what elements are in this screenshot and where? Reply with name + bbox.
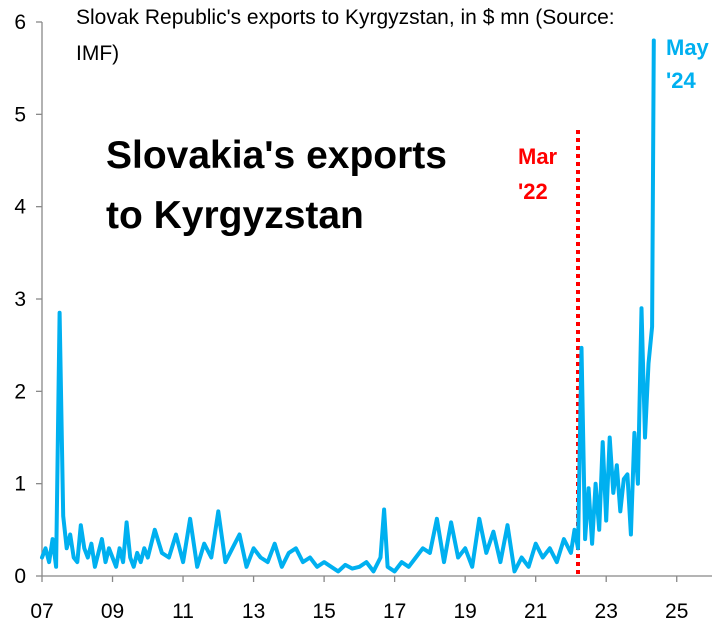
x-ticks: 07 09 11 13 15 17 19 21 23 25 xyxy=(30,576,688,623)
y-tick-label-2: 2 xyxy=(14,380,26,403)
chart-title-line-1: Slovakia's exports xyxy=(106,134,447,177)
x-tick-label-13: 13 xyxy=(242,600,265,623)
x-tick-label-09: 09 xyxy=(101,600,124,623)
series-line-exports xyxy=(40,38,656,574)
y-tick-label-6: 6 xyxy=(14,11,26,34)
x-tick-label-23: 23 xyxy=(595,600,618,623)
x-tick-label-15: 15 xyxy=(312,600,335,623)
y-tick-label-1: 1 xyxy=(14,473,26,496)
y-tick-label-5: 5 xyxy=(14,103,26,126)
y-tick-label-0: 0 xyxy=(14,565,26,588)
end-label-line-2: '24 xyxy=(666,68,696,93)
x-tick-label-21: 21 xyxy=(524,600,547,623)
chart-subtitle-line-1: Slovak Republic's exports to Kyrgyzstan,… xyxy=(76,6,615,29)
x-tick-label-11: 11 xyxy=(172,600,194,623)
x-tick-label-25: 25 xyxy=(665,600,688,623)
y-ticks: 0 1 2 3 4 5 6 xyxy=(14,11,42,588)
y-tick-label-4: 4 xyxy=(14,196,26,219)
chart-subtitle-line-2: IMF) xyxy=(76,42,119,65)
event-label-line-1: Mar xyxy=(518,144,558,169)
chart-title-line-2: to Kyrgyzstan xyxy=(106,194,364,237)
x-tick-label-17: 17 xyxy=(383,600,406,623)
event-label-line-2: '22 xyxy=(518,179,548,204)
x-tick-label-07: 07 xyxy=(30,600,53,623)
y-tick-label-3: 3 xyxy=(14,288,26,311)
x-tick-label-19: 19 xyxy=(453,600,476,623)
end-label-line-1: May xyxy=(666,35,710,60)
